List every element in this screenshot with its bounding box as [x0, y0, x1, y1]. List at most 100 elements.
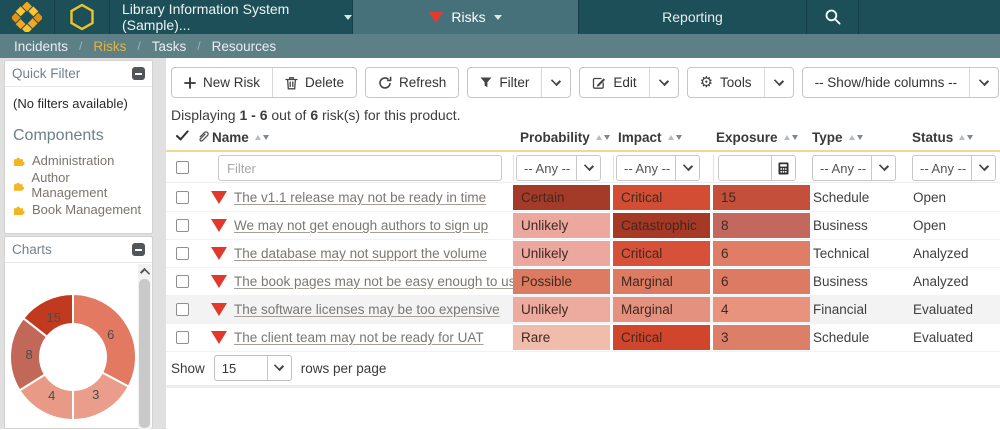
exposure-filter-input[interactable]	[719, 156, 771, 180]
show-hide-columns-dropdown-button[interactable]	[969, 68, 998, 97]
sort-desc-icon[interactable]	[967, 135, 974, 140]
sort-asc-icon[interactable]	[959, 135, 966, 140]
row-name-cell: The book pages may not be easy enough to…	[232, 268, 523, 295]
type-value: Financial	[813, 302, 868, 317]
component-item-author-management[interactable]: Author Management	[5, 169, 152, 201]
sort-asc-icon[interactable]	[783, 135, 790, 140]
risk-name-link[interactable]: The database may not support the volume	[234, 246, 487, 261]
column-header-probability[interactable]: Probability	[520, 130, 610, 145]
breadcrumb-incidents[interactable]: Incidents	[14, 38, 69, 54]
tools-button[interactable]: ⚙ Tools	[688, 68, 764, 97]
name-filter-input[interactable]	[218, 155, 502, 181]
type-filter-select[interactable]: -- Any --	[812, 155, 896, 181]
scrollbar-thumb[interactable]	[139, 279, 150, 428]
sort-arrows	[254, 135, 269, 140]
global-search-button[interactable]	[806, 0, 859, 34]
calculator-button[interactable]	[771, 156, 795, 180]
select-chevron-button	[576, 156, 600, 180]
nav-tab-risks[interactable]: Risks	[352, 0, 578, 34]
page-size-select[interactable]: 15	[213, 355, 292, 381]
row-select-cell	[166, 184, 202, 211]
breadcrumb-risks[interactable]: Risks	[93, 38, 127, 54]
status-value: Evaluated	[913, 302, 974, 317]
sort-arrows	[783, 135, 798, 140]
status-filter-select[interactable]: -- Any --	[912, 155, 996, 181]
scrollbar-up-button[interactable]	[138, 264, 151, 278]
select-all-header[interactable]	[176, 130, 189, 141]
probability-filter-select[interactable]: -- Any --	[516, 155, 601, 181]
show-hide-columns-button[interactable]: -- Show/hide columns --	[803, 68, 970, 97]
column-header-type[interactable]: Type	[812, 130, 863, 145]
sort-desc-icon[interactable]	[856, 135, 863, 140]
app-logo[interactable]	[0, 0, 55, 34]
product-selector-dropdown[interactable]: Library Information System (Sample)...	[110, 0, 352, 34]
risk-name-link[interactable]: The v1.1 release may not be ready in tim…	[234, 190, 487, 205]
row-checkbox[interactable]	[176, 303, 189, 316]
breadcrumb-tasks[interactable]: Tasks	[151, 38, 187, 54]
tools-dropdown-button[interactable]	[763, 68, 793, 97]
show-hide-columns-label: -- Show/hide columns --	[814, 75, 958, 90]
sort-desc-icon[interactable]	[791, 135, 798, 140]
sort-asc-icon[interactable]	[667, 135, 674, 140]
impact-cell: Critical	[613, 184, 713, 211]
donut-label: 4	[48, 388, 55, 403]
collapse-panel-button[interactable]	[132, 67, 145, 80]
filter-button[interactable]: Filter	[468, 68, 541, 97]
select-all-checkbox[interactable]	[176, 161, 189, 174]
column-header-exposure[interactable]: Exposure	[716, 130, 798, 145]
status-value: Analyzed	[913, 274, 969, 289]
status-cell: Evaluated	[913, 324, 1000, 351]
summary-suffix: risk(s) for this product.	[322, 107, 461, 123]
column-header-status[interactable]: Status	[912, 130, 974, 145]
risk-name-link[interactable]: The book pages may not be easy enough to…	[234, 274, 523, 289]
filter-dropdown-button[interactable]	[541, 68, 570, 97]
row-checkbox[interactable]	[176, 247, 189, 260]
sort-asc-icon[interactable]	[848, 135, 855, 140]
impact-cell-value: Critical	[613, 241, 710, 266]
checkmark-icon	[176, 130, 189, 141]
workspace-icon-button[interactable]	[55, 0, 110, 34]
sort-desc-icon[interactable]	[675, 135, 682, 140]
sort-desc-icon[interactable]	[262, 135, 269, 140]
hexagon-icon	[70, 3, 94, 31]
row-checkbox[interactable]	[176, 219, 189, 232]
nav-tab-reporting[interactable]: Reporting	[578, 0, 806, 34]
impact-cell-value: Critical	[613, 185, 710, 210]
exposure-cell-value: 15	[713, 185, 810, 210]
new-risk-button[interactable]: New Risk	[172, 68, 272, 97]
delete-button[interactable]: Delete	[272, 68, 356, 97]
row-checkbox[interactable]	[176, 275, 189, 288]
refresh-button[interactable]: Refresh	[366, 68, 458, 97]
row-select-cell	[166, 268, 202, 295]
chevron-down-icon	[978, 160, 989, 172]
collapse-panel-button[interactable]	[132, 243, 145, 256]
charts-body: 6 3 4 8 15	[5, 263, 152, 429]
breadcrumb-resources[interactable]: Resources	[211, 38, 277, 54]
row-icon-cell	[202, 324, 232, 351]
column-header-impact[interactable]: Impact	[618, 130, 682, 145]
row-checkbox[interactable]	[176, 191, 189, 204]
component-item-administration[interactable]: Administration	[5, 152, 152, 169]
row-name-cell: We may not get enough authors to sign up	[232, 212, 513, 239]
row-name-cell: The client team may not be ready for UAT	[232, 324, 513, 351]
risk-name-link[interactable]: We may not get enough authors to sign up	[234, 218, 489, 233]
edit-button[interactable]: Edit	[580, 68, 648, 97]
risk-name-link[interactable]: The client team may not be ready for UAT	[234, 330, 484, 345]
exposure-cell-value: 6	[713, 269, 810, 294]
row-checkbox[interactable]	[176, 331, 189, 344]
components-heading: Components	[13, 127, 104, 144]
sort-arrows	[959, 135, 974, 140]
impact-filter-select[interactable]: -- Any --	[616, 155, 700, 181]
column-header-name[interactable]: Name	[212, 130, 269, 145]
sort-desc-icon[interactable]	[603, 135, 610, 140]
exposure-cell: 6	[713, 268, 813, 295]
sort-asc-icon[interactable]	[254, 135, 261, 140]
column-separator	[713, 155, 714, 181]
risk-name-link[interactable]: The software licenses may be too expensi…	[234, 302, 500, 317]
sort-asc-icon[interactable]	[595, 135, 602, 140]
table-row: We may not get enough authors to sign up…	[166, 212, 1000, 240]
exposure-cell: 8	[713, 212, 813, 239]
row-name-cell: The v1.1 release may not be ready in tim…	[232, 184, 513, 211]
component-item-book-management[interactable]: Book Management	[5, 201, 152, 218]
edit-dropdown-button[interactable]	[648, 68, 678, 97]
